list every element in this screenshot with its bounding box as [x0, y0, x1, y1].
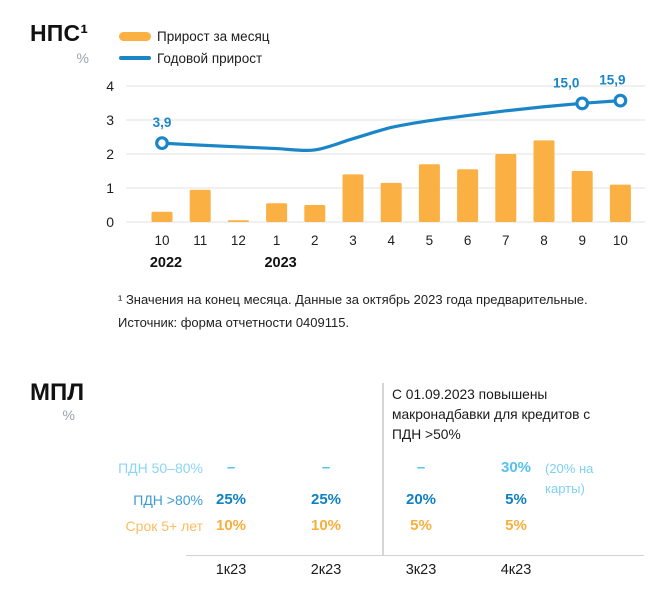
y-tick-label: 2	[106, 146, 114, 162]
month-label: 5	[426, 233, 434, 248]
column-header: 3к23	[405, 562, 437, 578]
year-label: 2023	[264, 255, 296, 271]
y-tick-label: 1	[106, 180, 114, 196]
table-value-cell: –	[416, 459, 426, 476]
column-header: 2к23	[310, 562, 342, 578]
footnote-line-2: Источник: форма отчетности 0409115.	[118, 314, 350, 330]
nps-legend: Прирост за месяц Годовой прирост	[119, 25, 269, 69]
month-label: 9	[578, 233, 586, 248]
bar-month-9	[571, 171, 593, 222]
month-label: 12	[231, 233, 246, 248]
trend-line	[160, 99, 622, 153]
month-label: 4	[387, 233, 395, 248]
table-value-cell: 10%	[215, 517, 247, 534]
column-header: 1к23	[215, 562, 247, 578]
legend-item-monthly-growth: Прирост за месяц	[119, 25, 269, 47]
vertical-divider	[382, 383, 384, 555]
table-value-note: (20% на карты)	[545, 461, 594, 496]
nps-title: НПС¹	[30, 20, 89, 46]
bar-month-5	[418, 164, 440, 222]
footnote-line-1: ¹ Значения на конец месяца. Данные за ок…	[118, 292, 588, 307]
table-value-cell: 25%	[215, 491, 247, 508]
bar-month-1	[266, 203, 288, 222]
y-tick-label: 0	[106, 214, 114, 230]
nps-footnote: ¹ Значения на конец месяца. Данные за ок…	[118, 289, 588, 334]
bar-month-7	[495, 154, 517, 222]
point-label: 15,0	[553, 75, 579, 90]
point-label: 3,9	[153, 115, 172, 130]
table-value-cell: –	[321, 459, 331, 476]
y-tick-label: 4	[106, 78, 114, 94]
table-value-cell: 10%	[310, 517, 342, 534]
month-label: 3	[349, 233, 357, 248]
y-tick-label: 3	[106, 112, 114, 128]
month-label: 8	[540, 233, 548, 248]
table-row-label: ПДН >80%	[133, 492, 203, 508]
month-label: 1	[273, 233, 281, 248]
legend-label: Годовой прирост	[157, 50, 263, 66]
legend-label: Прирост за месяц	[157, 28, 270, 44]
month-label: 2	[311, 233, 319, 248]
bar-month-10	[609, 184, 631, 222]
bar-swatch-icon	[119, 31, 151, 41]
table-value-cell: 30%	[500, 459, 532, 476]
bar-month-6	[457, 169, 479, 222]
table-row-label: Срок 5+ лет	[125, 518, 203, 534]
mpl-note: С 01.09.2023 повышены макронадбавки для …	[392, 387, 591, 442]
bar-month-10	[151, 211, 173, 222]
column-header: 4к23	[500, 562, 532, 578]
legend-item-annual-growth: Годовой прирост	[119, 47, 269, 69]
bar-month-11	[189, 189, 211, 222]
month-label: 11	[193, 233, 207, 248]
bar-month-2	[304, 205, 326, 222]
table-value-cell: 5%	[410, 517, 432, 534]
month-label: 6	[464, 233, 472, 248]
table-value-cell: –	[226, 459, 236, 476]
table-value-cell: 5%	[505, 517, 527, 534]
month-label: 10	[154, 233, 169, 248]
bar-month-8	[533, 140, 555, 222]
data-marker	[613, 93, 628, 108]
bar-month-12	[227, 220, 249, 222]
bar-month-3	[342, 174, 364, 222]
mpl-title: МПЛ	[30, 379, 85, 406]
year-label: 2022	[150, 255, 182, 271]
bar-month-4	[380, 182, 402, 222]
mpl-axis-line	[186, 555, 644, 556]
mpl-unit-label: %	[62, 407, 75, 423]
table-value-cell: 20%	[405, 491, 437, 508]
table-value-cell: 25%	[310, 491, 342, 508]
table-row-label: ПДН 50–80%	[118, 460, 203, 476]
nps-unit-label: %	[76, 50, 89, 66]
month-label: 10	[613, 233, 628, 248]
data-marker	[155, 136, 169, 151]
month-label: 7	[502, 233, 510, 248]
point-label: 15,9	[599, 73, 625, 88]
table-value-cell: 5%	[505, 491, 527, 508]
line-swatch-icon	[119, 56, 151, 60]
data-marker	[575, 96, 590, 111]
